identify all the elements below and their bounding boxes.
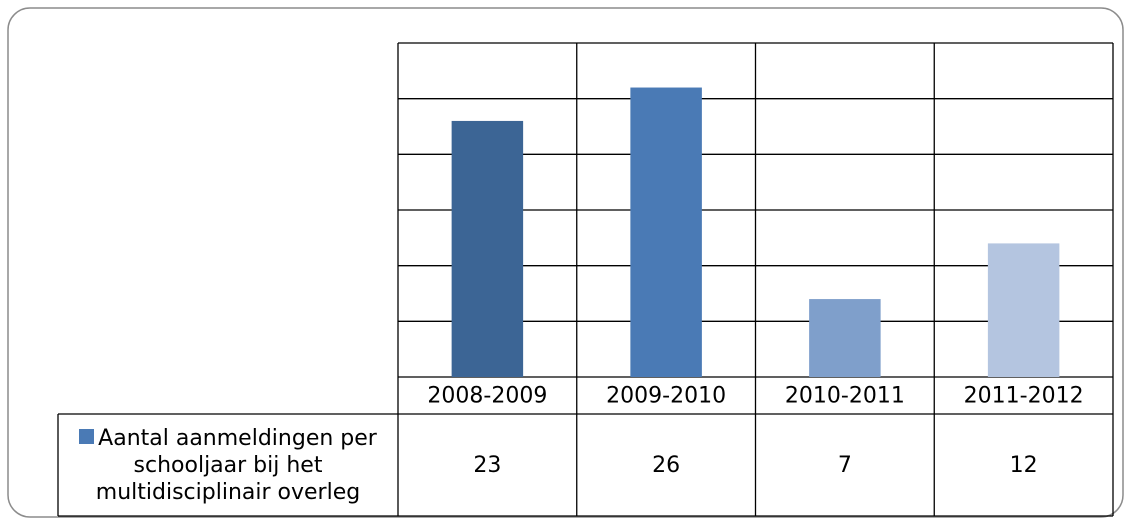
legend-label: Aantal aanmeldingen per schooljaar bij h… — [95, 425, 377, 505]
bar — [630, 87, 702, 378]
legend-swatch — [79, 428, 95, 444]
table-value: 12 — [1010, 453, 1038, 478]
x-tick-label: 2008-2009 — [427, 384, 547, 409]
table-value: 7 — [838, 453, 852, 478]
x-tick-label: 2010-2011 — [785, 384, 905, 409]
chart-frame — [7, 7, 1124, 518]
bar — [809, 299, 881, 377]
legend-entry: Aantal aanmeldingen per schooljaar bij h… — [58, 414, 398, 516]
x-tick-label: 2011-2012 — [964, 384, 1084, 409]
bar — [451, 120, 524, 377]
table-value: 26 — [652, 453, 680, 478]
legend-label-box: Aantal aanmeldingen per schooljaar bij h… — [64, 425, 392, 506]
table-value: 23 — [473, 453, 501, 478]
bar — [987, 243, 1060, 377]
x-tick-label: 2009-2010 — [606, 384, 726, 409]
